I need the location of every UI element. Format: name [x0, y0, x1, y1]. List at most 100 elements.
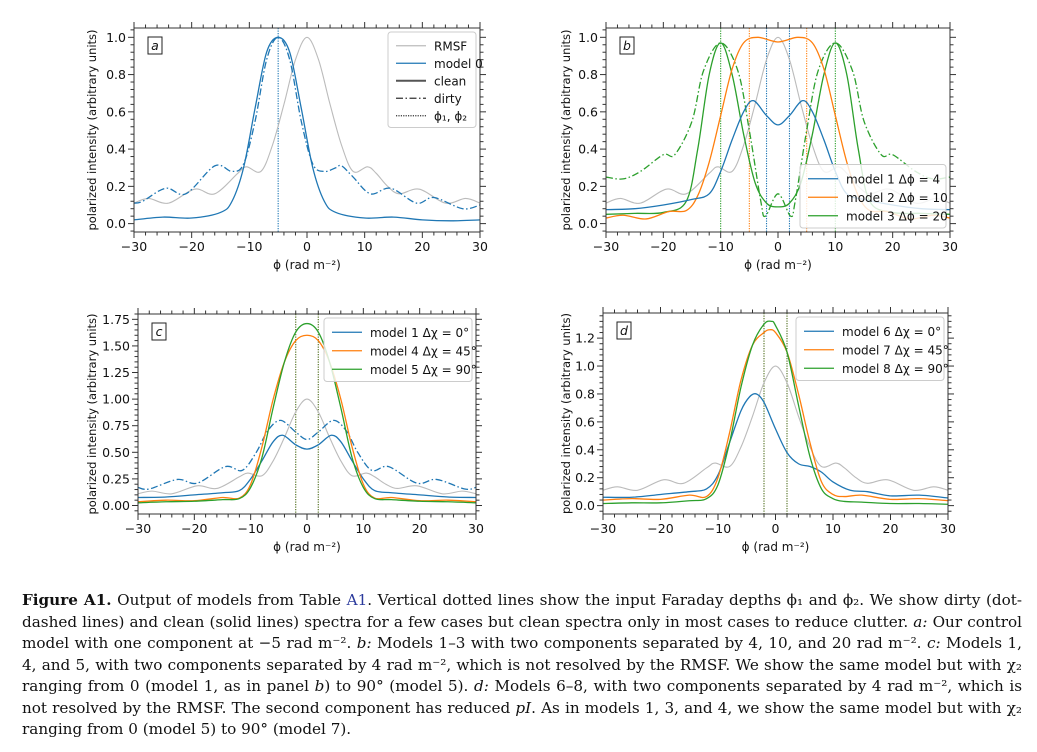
y-tick-label: 1.25 — [102, 365, 130, 380]
caption-panel-ref: b — [314, 677, 325, 695]
y-tick-label: 0.6 — [106, 104, 126, 119]
legend: model 1 Δχ = 0° model 4 Δχ = 45° model 5 Δ… — [323, 317, 477, 382]
x-tick-label: −20 — [178, 239, 204, 254]
caption-text: Output of models from Table — [111, 591, 347, 609]
x-tick-label: −20 — [647, 521, 673, 536]
panel-label: c — [151, 322, 167, 341]
legend-entry-label: model 8 Δχ = 90° — [842, 362, 949, 376]
y-tick-label: 0.6 — [575, 414, 595, 429]
x-tick-label: 0 — [774, 239, 782, 254]
legend-box — [387, 31, 477, 128]
y-tick-label: 0.6 — [578, 104, 598, 119]
y-tick-label: 1.50 — [102, 338, 130, 353]
series-model-4-clean — [138, 334, 476, 503]
x-tick-label: 20 — [414, 239, 430, 254]
panel-d-chart: −30 −20 −10 0 10 20 30 0.0 0.2 0.4 0.6 0.8 1.0 1.2 ϕ (… — [559, 307, 956, 554]
legend-entry-label: ϕ₁, ϕ₂ — [434, 109, 467, 123]
plot-area — [603, 313, 948, 514]
caption-panel-a-label: a: — [913, 612, 928, 631]
legend-entry-label: clean — [434, 74, 466, 88]
figure: −30 −20 −10 0 10 20 30 0.0 0.2 0.4 0.6 0.8 1.0 ϕ (rad… — [85, 22, 958, 554]
x-tick-label: −30 — [121, 239, 147, 254]
series-model-0-clean — [134, 36, 480, 222]
panel-label: b — [619, 36, 635, 55]
figure-caption: Figure A1. Output of models from Table A… — [22, 590, 1022, 741]
caption-panel-b-label: b: — [356, 634, 372, 652]
caption-text: . Vertical dotted lines show the input F… — [22, 591, 1023, 631]
series-model-0-dirty — [134, 36, 480, 210]
x-tick-label: 0 — [772, 521, 780, 536]
y-tick-label: 0.8 — [578, 67, 598, 82]
y-tick-label: 0.2 — [106, 179, 126, 194]
x-tick-label: 0 — [303, 521, 311, 536]
x-tick-label: 10 — [355, 521, 371, 536]
x-tick-label: −10 — [236, 239, 262, 254]
series-rmsf — [603, 365, 948, 492]
plot-area — [134, 28, 480, 232]
x-tick-label: 30 — [468, 521, 484, 536]
y-tick-label: 0.0 — [578, 216, 598, 231]
x-tick-label: 20 — [412, 521, 428, 536]
legend-entry-label: model 0 — [434, 57, 483, 71]
x-tick-label: −30 — [590, 521, 616, 536]
panel-b-chart: −30 −20 −10 0 10 20 30 0.0 0.2 0.4 0.6 0.8 1.0 ϕ (rad… — [559, 22, 958, 272]
x-tick-label: −10 — [237, 521, 263, 536]
legend-entry-label: model 4 Δχ = 45° — [370, 344, 477, 358]
x-tick-label: 30 — [940, 521, 956, 536]
series-model-3-dirty — [606, 42, 950, 218]
x-tick-label: −20 — [181, 521, 207, 536]
caption-text: ) to 90° (model 5). — [324, 677, 474, 695]
x-tick-label: 30 — [472, 239, 488, 254]
panel-label-text: b — [623, 38, 631, 53]
y-axis-label: polarized intensity (arbitrary units) — [559, 29, 573, 230]
x-tick-label: 20 — [883, 521, 899, 536]
x-tick-label: 20 — [885, 239, 901, 254]
x-tick-label: −10 — [705, 521, 731, 536]
legend-entry-label: model 6 Δχ = 0° — [842, 325, 941, 339]
y-tick-label: 1.00 — [102, 392, 130, 407]
caption-text: Models 1, 4, and 5, with two components … — [22, 634, 1022, 695]
panel-label-text: a — [151, 38, 159, 53]
caption-text: . As in models 1, 3, and 4, we show the … — [22, 698, 1023, 739]
x-axis-label: ϕ (rad m⁻²) — [742, 540, 810, 554]
legend-entry-label: model 7 Δχ = 45° — [842, 343, 949, 357]
caption-figure-label: Figure A1. — [22, 591, 112, 609]
x-tick-label: −10 — [707, 239, 733, 254]
y-tick-label: 0.2 — [578, 179, 598, 194]
y-tick-label: 1.0 — [106, 30, 126, 45]
series-model-1-dirty — [138, 419, 476, 490]
series-rmsf — [138, 398, 476, 495]
y-tick-label: 0.0 — [575, 498, 595, 513]
caption-pI: pI — [515, 698, 532, 717]
series-model-5-clean — [138, 322, 476, 504]
y-axis-label: polarized intensity (arbitrary units) — [85, 313, 99, 514]
legend: RMSF model 0 clean dirty ϕ₁, ϕ₂ — [387, 31, 483, 128]
x-axis-label: ϕ (rad m⁻²) — [273, 258, 341, 272]
plot-area — [138, 314, 476, 514]
y-axis-label: polarized intensity (arbitrary units) — [85, 29, 99, 230]
caption-text: Our control model with one component at … — [22, 612, 1022, 653]
x-tick-label: 10 — [827, 239, 843, 254]
legend-box — [799, 164, 947, 229]
y-tick-label: 1.75 — [102, 312, 130, 327]
y-tick-label: 0.8 — [106, 67, 126, 82]
legend-entry-label: model 2 Δϕ = 10 — [846, 191, 948, 205]
legend-entry-label: model 3 Δϕ = 20 — [846, 209, 948, 223]
panel-label-text: c — [156, 324, 163, 339]
series-model-7-clean — [603, 329, 948, 502]
panel-a-chart: −30 −20 −10 0 10 20 30 0.0 0.2 0.4 0.6 0.8 1.0 ϕ (rad… — [85, 22, 488, 272]
legend-entry-label: model 1 Δχ = 0° — [370, 326, 469, 340]
y-tick-label: 1.0 — [578, 30, 598, 45]
series-model-8-clean — [603, 320, 948, 505]
x-tick-label: −20 — [650, 239, 676, 254]
y-tick-label: 0.25 — [102, 471, 130, 486]
table-reference-link[interactable]: A1 — [346, 591, 368, 609]
y-tick-label: 0.4 — [575, 442, 595, 457]
legend-entry-label: RMSF — [434, 39, 467, 53]
caption-panel-d-label: d: — [474, 677, 489, 695]
x-tick-label: 10 — [825, 521, 841, 536]
legend: model 6 Δχ = 0° model 7 Δχ = 45° model 8 Δ… — [795, 316, 949, 381]
series-model-6-clean — [603, 392, 948, 499]
y-tick-label: 0.4 — [578, 142, 598, 157]
y-tick-label: 0.00 — [102, 498, 130, 513]
